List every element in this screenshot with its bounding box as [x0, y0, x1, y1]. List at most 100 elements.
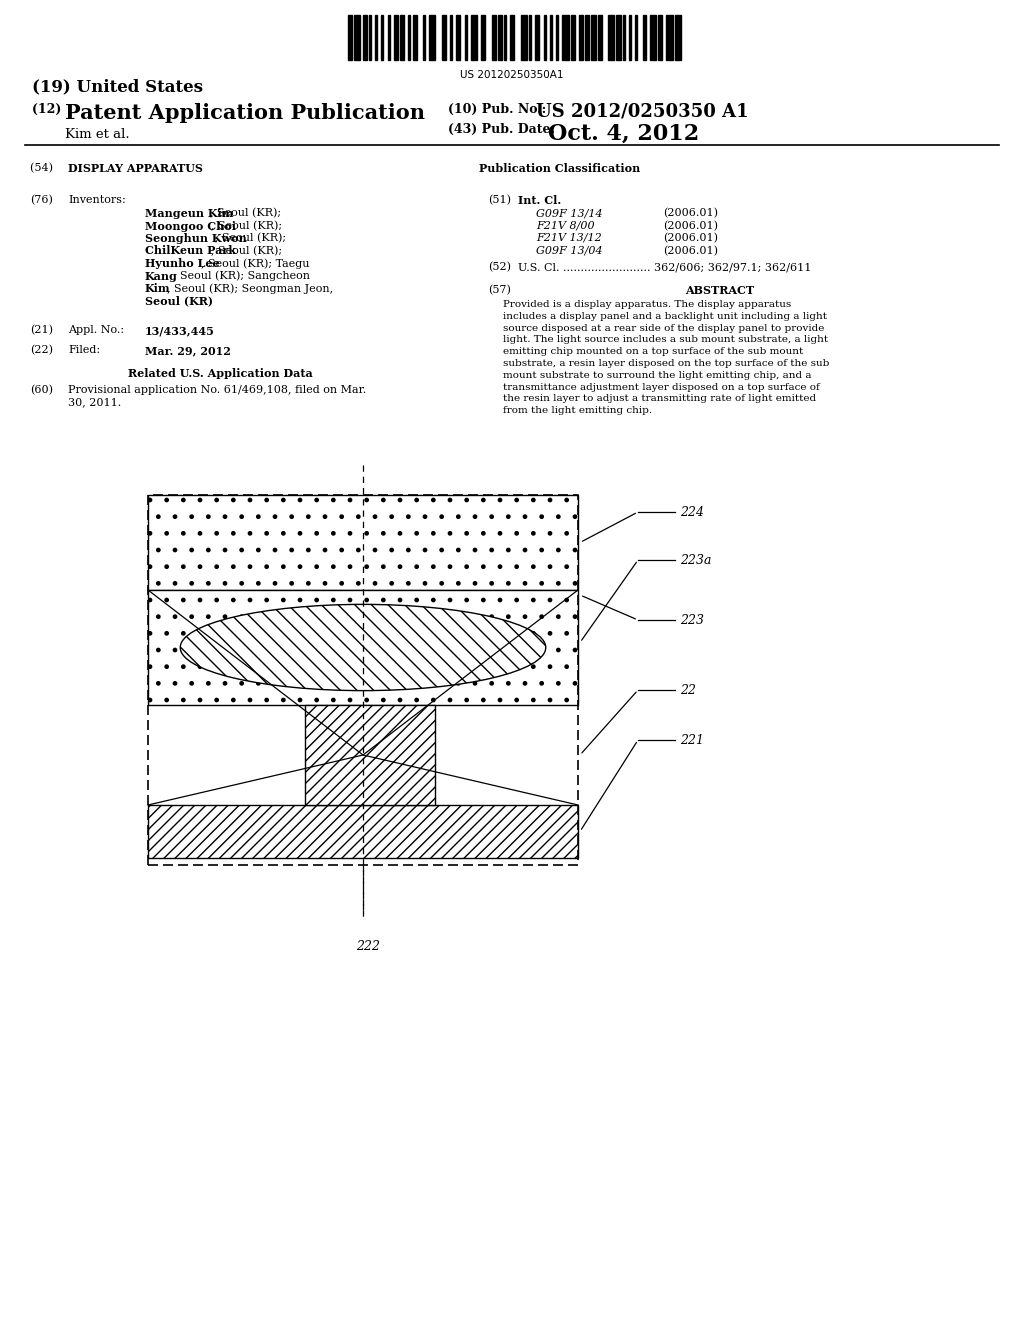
Text: , Seoul (KR); Taegu: , Seoul (KR); Taegu	[201, 257, 309, 268]
Text: (43) Pub. Date:: (43) Pub. Date:	[449, 123, 555, 136]
Text: (2006.01): (2006.01)	[663, 209, 718, 218]
Text: source disposed at a rear side of the display panel to provide: source disposed at a rear side of the di…	[503, 323, 824, 333]
Bar	[423, 15, 425, 59]
Text: transmittance adjustment layer disposed on a top surface of: transmittance adjustment layer disposed …	[503, 383, 820, 392]
Text: ChilKeun Park: ChilKeun Park	[145, 246, 236, 256]
Text: (12): (12)	[32, 103, 66, 116]
Text: light. The light source includes a sub mount substrate, a light: light. The light source includes a sub m…	[503, 335, 828, 345]
Text: Related U.S. Application Data: Related U.S. Application Data	[128, 368, 312, 379]
Bar	[481, 15, 485, 59]
Text: 30, 2011.: 30, 2011.	[68, 397, 121, 407]
Bar	[585, 15, 590, 59]
Bar	[556, 15, 558, 59]
Text: 223: 223	[680, 614, 705, 627]
Bar	[529, 15, 531, 59]
Text: emitting chip mounted on a top surface of the sub mount: emitting chip mounted on a top surface o…	[503, 347, 803, 356]
Text: Appl. No.:: Appl. No.:	[68, 325, 124, 335]
Bar	[148, 495, 578, 590]
Text: (60): (60)	[30, 385, 53, 395]
Text: Kim: Kim	[145, 282, 171, 294]
Text: (19) United States: (19) United States	[32, 78, 203, 95]
Bar	[643, 15, 645, 59]
Bar	[675, 15, 681, 59]
Bar	[375, 15, 377, 59]
Text: (54): (54)	[30, 162, 60, 173]
Bar	[658, 15, 663, 59]
Bar	[649, 15, 656, 59]
Bar	[148, 590, 578, 705]
Text: , Seoul (KR);: , Seoul (KR);	[210, 209, 282, 218]
Text: Patent Application Publication: Patent Application Publication	[65, 103, 425, 123]
Text: , Seoul (KR);: , Seoul (KR);	[211, 220, 283, 231]
Text: (21): (21)	[30, 325, 53, 335]
Text: Oct. 4, 2012: Oct. 4, 2012	[548, 123, 699, 145]
Bar	[608, 15, 614, 59]
Text: Moongoo Choi: Moongoo Choi	[145, 220, 236, 231]
Text: Kang: Kang	[145, 271, 178, 281]
Bar	[562, 15, 568, 59]
Text: F21V 13/12: F21V 13/12	[536, 234, 602, 243]
Text: includes a display panel and a backlight unit including a light: includes a display panel and a backlight…	[503, 312, 827, 321]
Text: (2006.01): (2006.01)	[663, 246, 718, 256]
Ellipse shape	[180, 605, 546, 690]
Bar	[148, 495, 578, 865]
Bar	[465, 15, 467, 59]
Text: Mar. 29, 2012: Mar. 29, 2012	[145, 345, 230, 356]
Text: G09F 13/04: G09F 13/04	[536, 246, 603, 256]
Bar	[544, 15, 546, 59]
Text: Hyunho Lee: Hyunho Lee	[145, 257, 219, 269]
Text: Provided is a display apparatus. The display apparatus: Provided is a display apparatus. The dis…	[503, 300, 792, 309]
Bar	[450, 15, 452, 59]
Bar	[667, 15, 673, 59]
Text: Filed:: Filed:	[68, 345, 100, 355]
Text: ABSTRACT: ABSTRACT	[685, 285, 755, 296]
Text: 222: 222	[356, 940, 380, 953]
Bar	[629, 15, 631, 59]
Text: , Seoul (KR);: , Seoul (KR);	[211, 246, 283, 256]
Bar	[570, 15, 574, 59]
Text: (2006.01): (2006.01)	[663, 234, 718, 243]
Text: DISPLAY APPARATUS: DISPLAY APPARATUS	[68, 162, 203, 174]
Text: substrate, a resin layer disposed on the top surface of the sub: substrate, a resin layer disposed on the…	[503, 359, 829, 368]
Text: Mangeun Kim: Mangeun Kim	[145, 209, 233, 219]
Text: 221: 221	[680, 734, 705, 747]
Bar	[510, 15, 514, 59]
Bar	[492, 15, 496, 59]
Text: 22: 22	[680, 684, 696, 697]
Text: US 2012/0250350 A1: US 2012/0250350 A1	[536, 103, 749, 121]
Text: the resin layer to adjust a transmitting rate of light emitted: the resin layer to adjust a transmitting…	[503, 395, 816, 404]
Bar	[550, 15, 552, 59]
Text: (2006.01): (2006.01)	[663, 220, 718, 231]
Bar	[536, 15, 540, 59]
Bar	[498, 15, 502, 59]
Bar	[579, 15, 583, 59]
Bar	[592, 15, 596, 59]
Text: U.S. Cl. ......................... 362/606; 362/97.1; 362/611: U.S. Cl. ......................... 362/6…	[518, 261, 811, 272]
Text: , Seoul (KR); Sangcheon: , Seoul (KR); Sangcheon	[173, 271, 310, 281]
Bar	[598, 15, 602, 59]
Bar	[623, 15, 625, 59]
Bar	[348, 15, 352, 59]
Bar	[471, 15, 477, 59]
Text: US 20120250350A1: US 20120250350A1	[460, 70, 564, 81]
Bar	[413, 15, 417, 59]
Text: Seoul (KR): Seoul (KR)	[145, 296, 213, 306]
Bar	[387, 15, 389, 59]
Text: , Seoul (KR); Seongman Jeon,: , Seoul (KR); Seongman Jeon,	[167, 282, 333, 293]
Bar	[362, 15, 367, 59]
Bar	[369, 15, 371, 59]
Bar	[457, 15, 461, 59]
Text: Int. Cl.: Int. Cl.	[518, 195, 561, 206]
Text: Publication Classification: Publication Classification	[479, 162, 641, 174]
Bar	[504, 15, 506, 59]
Bar	[354, 15, 360, 59]
Bar	[635, 15, 637, 59]
Text: (10) Pub. No.:: (10) Pub. No.:	[449, 103, 546, 116]
Text: Kim et al.: Kim et al.	[65, 128, 130, 141]
Text: (57): (57)	[488, 285, 511, 296]
Text: (51): (51)	[488, 195, 511, 206]
Text: 223a: 223a	[680, 553, 712, 566]
Text: 13/433,445: 13/433,445	[145, 325, 215, 337]
Bar	[394, 15, 398, 59]
Bar	[441, 15, 445, 59]
